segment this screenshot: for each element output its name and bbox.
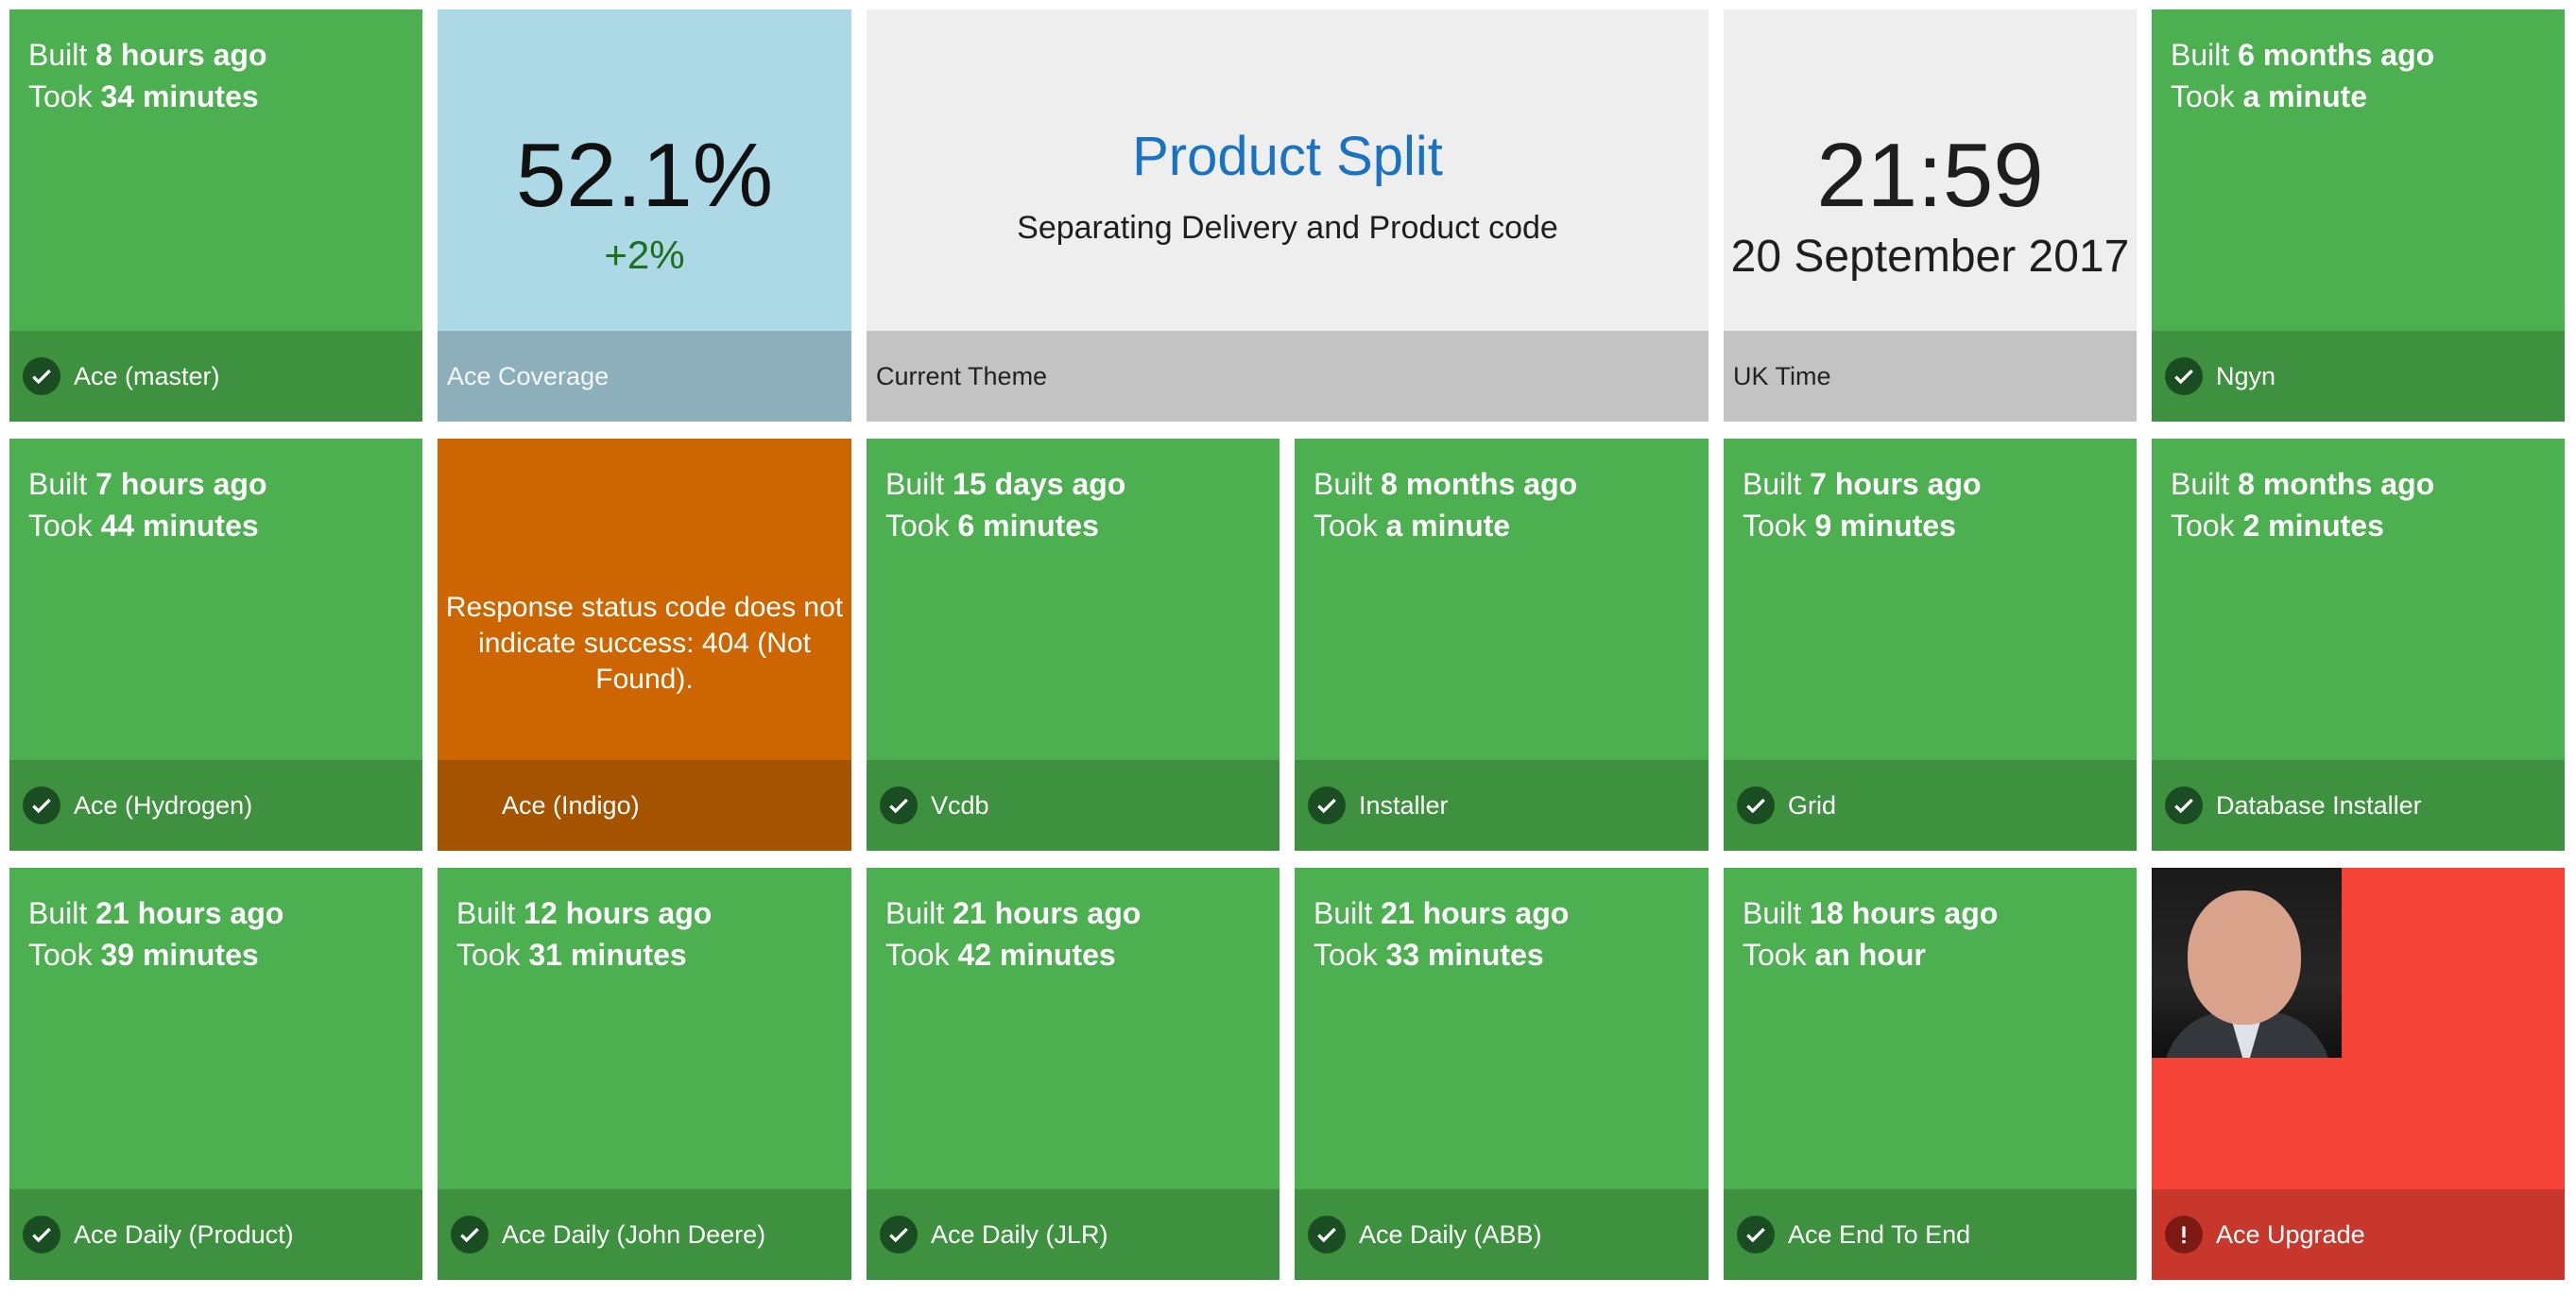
build-tile-ace-upgrade[interactable]: Ace Upgrade xyxy=(2152,868,2565,1280)
tile-footer: Ace Daily (Product) xyxy=(9,1189,422,1280)
check-circle-icon xyxy=(451,1216,489,1253)
tile-name: Ace Upgrade xyxy=(2216,1219,2365,1249)
tile-footer: Current Theme xyxy=(867,331,1709,422)
check-circle-icon xyxy=(1308,786,1346,824)
build-tile-ngyn[interactable]: Built 6 months ago Took a minute Ngyn xyxy=(2152,9,2565,422)
check-circle-icon xyxy=(880,1216,918,1253)
build-info: Built 8 months ago Took a minute xyxy=(1314,467,1578,543)
theme-subtitle: Separating Delivery and Product code xyxy=(1017,210,1558,246)
build-tile-vcdb[interactable]: Built 15 days ago Took 6 minutes Vcdb xyxy=(867,439,1279,851)
tile-name: Ace Daily (JLR) xyxy=(931,1219,1108,1249)
tile-footer: Ace Daily (JLR) xyxy=(867,1189,1279,1280)
build-tile-ace-hydrogen[interactable]: Built 7 hours ago Took 44 minutes Ace (H… xyxy=(9,439,422,851)
tile-footer: UK Time xyxy=(1724,331,2137,422)
build-tile-ace-daily-product[interactable]: Built 21 hours ago Took 39 minutes Ace D… xyxy=(9,868,422,1280)
tile-footer: Ace End To End xyxy=(1724,1189,2137,1280)
error-message: Response status code does not indicate s… xyxy=(445,592,844,695)
tile-name: Grid xyxy=(1788,790,1837,820)
build-info: Built 21 hours ago Took 33 minutes xyxy=(1314,896,1570,972)
coverage-delta: +2% xyxy=(604,233,685,277)
tile-name: Ace Daily (John Deere) xyxy=(502,1219,766,1249)
tile-footer: Ace Daily (John Deere) xyxy=(438,1189,851,1280)
build-tile-ace-indigo[interactable]: Response status code does not indicate s… xyxy=(438,439,851,851)
build-info: Built 7 hours ago Took 9 minutes xyxy=(1743,467,1982,543)
check-circle-icon xyxy=(23,357,60,395)
coverage-value: 52.1% xyxy=(515,125,774,226)
tile-footer: Ace Daily (ABB) xyxy=(1295,1189,1709,1280)
build-tile-installer[interactable]: Built 8 months ago Took a minute Install… xyxy=(1295,439,1709,851)
tile-name: Vcdb xyxy=(931,790,989,820)
check-circle-icon xyxy=(2165,357,2203,395)
build-info: Built 21 hours ago Took 42 minutes xyxy=(885,896,1142,972)
build-info: Built 7 hours ago Took 44 minutes xyxy=(28,467,267,543)
build-info: Built 8 hours ago Took 34 minutes xyxy=(28,38,267,113)
tile-name: Ngyn xyxy=(2216,361,2276,390)
tile-footer: Vcdb xyxy=(867,760,1279,851)
tile-name: Ace Daily (ABB) xyxy=(1359,1219,1542,1249)
build-tile-ace-end-to-end[interactable]: Built 18 hours ago Took an hour Ace End … xyxy=(1724,868,2137,1280)
build-info: Built 15 days ago Took 6 minutes xyxy=(885,467,1126,543)
tile-footer: Installer xyxy=(1295,760,1709,851)
build-tile-database-installer[interactable]: Built 8 months ago Took 2 minutes Databa… xyxy=(2152,439,2565,851)
check-circle-icon xyxy=(23,786,60,824)
build-info: Built 18 hours ago Took an hour xyxy=(1743,896,1999,972)
coverage-tile[interactable]: 52.1% +2% Ace Coverage xyxy=(438,9,851,422)
tile-name: Ace (Hydrogen) xyxy=(74,790,253,820)
theme-tile[interactable]: Product Split Separating Delivery and Pr… xyxy=(867,9,1709,422)
tile-footer: Ace (master) xyxy=(9,331,422,422)
clock-tile[interactable]: 21:59 20 September 2017 UK Time xyxy=(1724,9,2137,422)
tile-name: Ace Coverage xyxy=(447,361,610,390)
check-circle-icon xyxy=(2165,786,2203,824)
clock-date: 20 September 2017 xyxy=(1730,232,2130,282)
tile-name: Ace (master) xyxy=(74,361,220,390)
exclamation-circle-icon xyxy=(2165,1216,2203,1253)
tile-name: Ace End To End xyxy=(1788,1219,1971,1249)
check-circle-icon xyxy=(1737,786,1775,824)
tile-name: Current Theme xyxy=(876,361,1048,390)
tile-name: Ace Daily (Product) xyxy=(74,1219,294,1249)
tile-name: Database Installer xyxy=(2216,790,2422,820)
tile-footer: Ngyn xyxy=(2152,331,2565,422)
tile-footer: Grid xyxy=(1724,760,2137,851)
build-tile-ace-daily-abb[interactable]: Built 21 hours ago Took 33 minutes Ace D… xyxy=(1295,868,1709,1280)
tile-footer: Ace Coverage xyxy=(438,331,851,422)
build-info: Built 12 hours ago Took 31 minutes xyxy=(456,896,713,972)
check-circle-icon xyxy=(1737,1216,1775,1253)
tile-name: UK Time xyxy=(1733,361,1831,390)
check-circle-icon xyxy=(1308,1216,1346,1253)
build-tile-ace-master[interactable]: Built 8 hours ago Took 34 minutes Ace (m… xyxy=(9,9,422,422)
avatar xyxy=(2152,868,2342,1058)
theme-title: Product Split xyxy=(1132,126,1443,187)
build-info: Built 6 months ago Took a minute xyxy=(2171,38,2435,113)
build-tile-ace-daily-jlr[interactable]: Built 21 hours ago Took 42 minutes Ace D… xyxy=(867,868,1279,1280)
tile-footer: Ace (Indigo) xyxy=(438,760,851,851)
tile-name: Installer xyxy=(1359,790,1449,820)
tile-footer: Ace Upgrade xyxy=(2152,1189,2565,1280)
build-info: Built 8 months ago Took 2 minutes xyxy=(2171,467,2435,543)
check-circle-icon xyxy=(880,786,918,824)
tile-footer: Ace (Hydrogen) xyxy=(9,760,422,851)
clock-time: 21:59 xyxy=(1816,125,2044,226)
build-tile-ace-daily-john-deere[interactable]: Built 12 hours ago Took 31 minutes Ace D… xyxy=(438,868,851,1280)
build-tile-grid[interactable]: Built 7 hours ago Took 9 minutes Grid xyxy=(1724,439,2137,851)
build-info: Built 21 hours ago Took 39 minutes xyxy=(28,896,284,972)
check-circle-icon xyxy=(23,1216,60,1253)
tile-footer: Database Installer xyxy=(2152,760,2565,851)
tile-name: Ace (Indigo) xyxy=(502,790,640,820)
